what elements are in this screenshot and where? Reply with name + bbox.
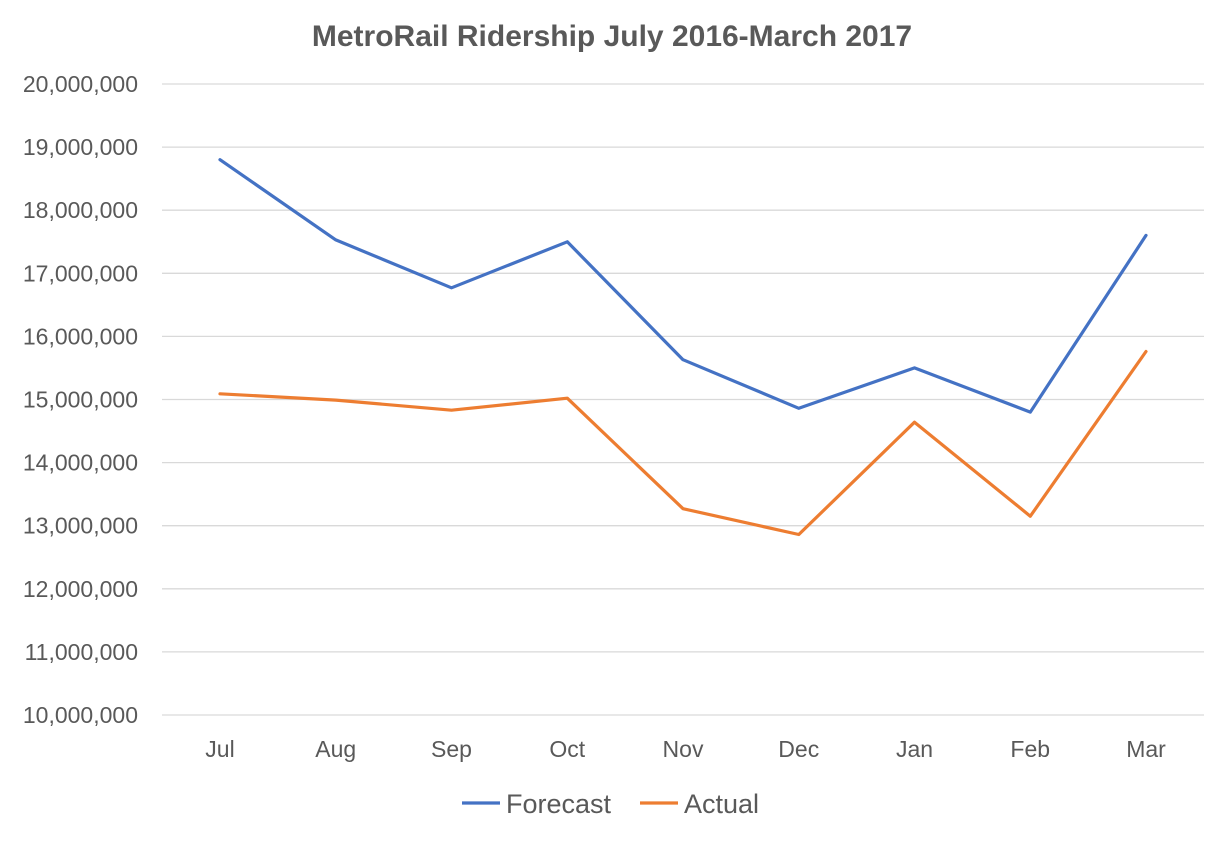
y-tick-label: 12,000,000 bbox=[23, 576, 138, 602]
y-tick-label: 17,000,000 bbox=[23, 260, 138, 286]
x-tick-label: Feb bbox=[1010, 736, 1050, 762]
series-line-forecast bbox=[218, 158, 1148, 414]
x-tick-label: Jan bbox=[896, 736, 933, 762]
y-tick-label: 15,000,000 bbox=[23, 387, 138, 413]
y-tick-label: 20,000,000 bbox=[23, 71, 138, 97]
y-tick-label: 13,000,000 bbox=[23, 513, 138, 539]
y-tick-label: 11,000,000 bbox=[25, 639, 138, 665]
x-tick-label: Aug bbox=[315, 736, 356, 762]
legend-label-actual: Actual bbox=[684, 789, 759, 819]
x-tick-label: Sep bbox=[431, 736, 472, 762]
legend: Forecast Actual bbox=[462, 789, 759, 819]
y-tick-label: 16,000,000 bbox=[23, 323, 138, 349]
y-tick-label: 18,000,000 bbox=[23, 197, 138, 223]
x-tick-label: Mar bbox=[1126, 736, 1166, 762]
x-tick-label: Dec bbox=[778, 736, 819, 762]
y-tick-label: 10,000,000 bbox=[23, 702, 138, 728]
x-tick-label: Jul bbox=[205, 736, 234, 762]
y-tick-label: 14,000,000 bbox=[23, 450, 138, 476]
legend-label-forecast: Forecast bbox=[506, 789, 612, 819]
series-line-actual bbox=[218, 349, 1148, 537]
series-lines bbox=[218, 158, 1148, 537]
chart-title: MetroRail Ridership July 2016-March 2017 bbox=[312, 20, 912, 53]
y-axis-tick-labels: 10,000,000 11,000,000 12,000,000 13,000,000… bbox=[23, 71, 138, 728]
x-axis-tick-labels: Jul Aug Sep Oct Nov Dec Jan Feb Mar bbox=[205, 736, 1166, 762]
x-tick-label: Oct bbox=[549, 736, 585, 762]
x-tick-label: Nov bbox=[663, 736, 704, 762]
y-tick-label: 19,000,000 bbox=[23, 134, 138, 160]
